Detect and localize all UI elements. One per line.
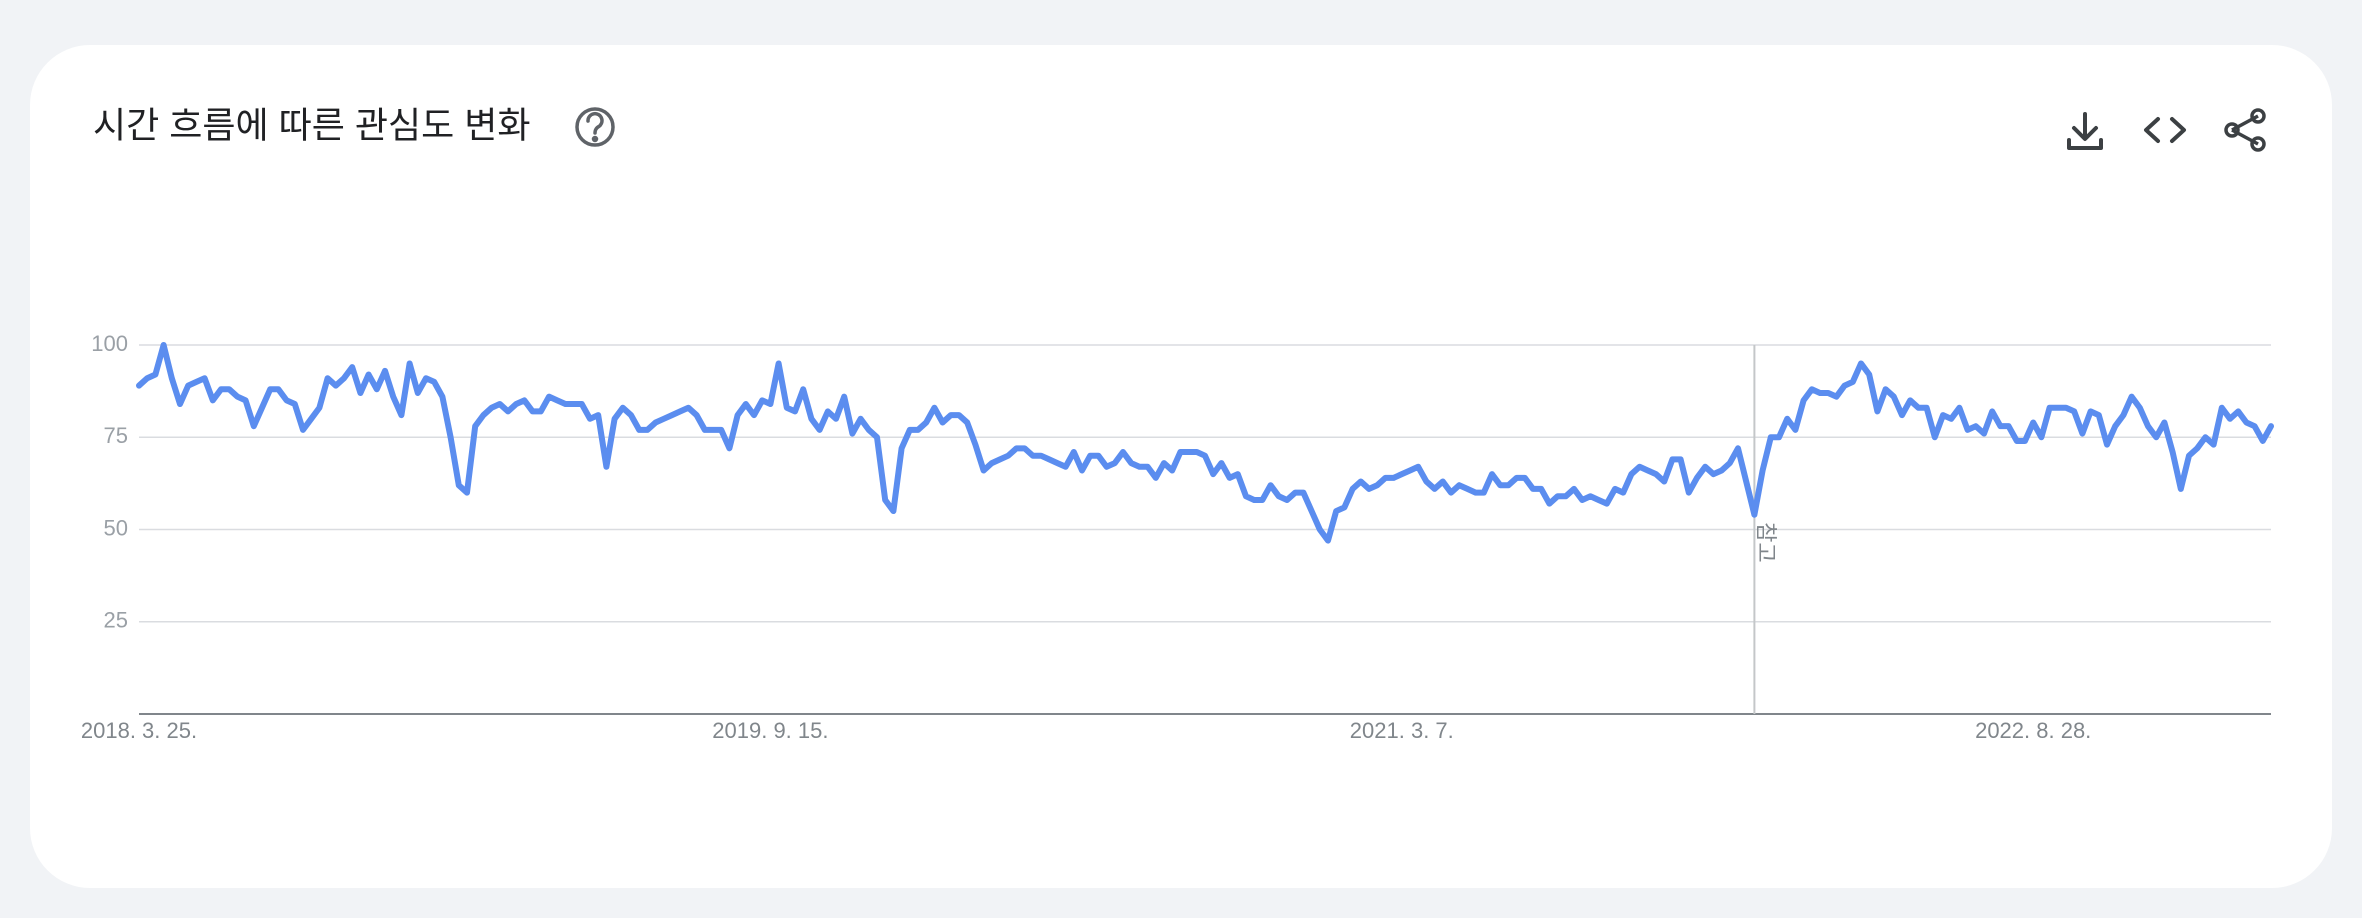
x-tick-label: 2018. 3. 25. [81, 718, 197, 743]
y-tick-label: 50 [104, 515, 128, 540]
x-tick-label: 2021. 3. 7. [1350, 718, 1454, 743]
annotation-label: 참고 [1754, 522, 1779, 562]
y-tick-label: 25 [104, 608, 128, 633]
y-tick-label: 100 [91, 331, 128, 356]
y-tick-label: 75 [104, 423, 128, 448]
download-button[interactable] [2067, 112, 2103, 150]
share-button[interactable] [2224, 108, 2266, 152]
card [30, 45, 2332, 888]
x-tick-label: 2019. 9. 15. [712, 718, 828, 743]
chart-title: 시간 흐름에 따른 관심도 변화 [93, 105, 530, 146]
help-icon[interactable] [575, 107, 615, 147]
trend-line [136, 342, 2274, 544]
x-tick-label: 2022. 8. 28. [1975, 718, 2091, 743]
embed-button[interactable] [2144, 117, 2186, 143]
